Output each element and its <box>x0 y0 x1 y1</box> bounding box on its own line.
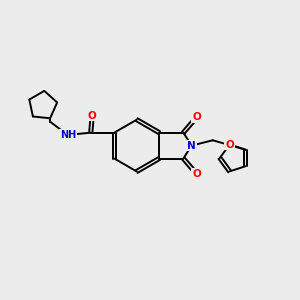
Text: O: O <box>192 169 201 179</box>
Text: N: N <box>187 141 196 151</box>
Text: O: O <box>192 112 201 122</box>
Text: O: O <box>88 110 97 121</box>
Text: NH: NH <box>60 130 76 140</box>
Text: O: O <box>225 140 234 149</box>
